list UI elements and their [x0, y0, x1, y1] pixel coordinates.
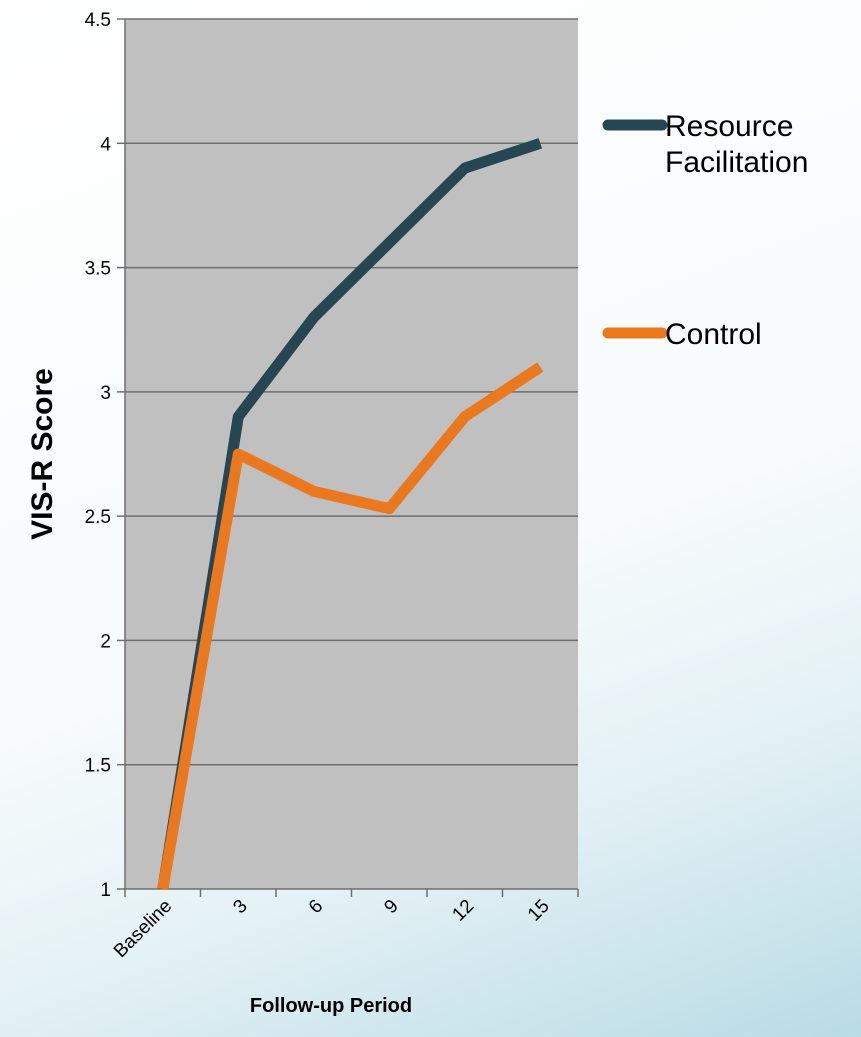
legend-label-0: Resource Facilitation	[665, 110, 808, 179]
x-axis-title: Follow-up Period	[250, 995, 412, 1017]
plot-area	[125, 19, 578, 889]
y-tick-labels: 1 1.5 2 2.5 3 3.5 4 4.5	[85, 10, 112, 901]
y-tick-label: 3	[100, 383, 111, 404]
legend: Resource Facilitation Control	[602, 110, 808, 351]
y-tick-label: 2	[100, 631, 111, 652]
axes	[117, 18, 579, 897]
series-lines	[157, 138, 544, 890]
x-tick-label: 12	[448, 896, 478, 926]
x-tick-label: 9	[380, 896, 402, 918]
y-tick-label: 4	[100, 134, 111, 155]
x-tick-label: 6	[305, 896, 327, 918]
y-tick-label: 4.5	[85, 10, 111, 31]
x-tick-labels: Baseline 3 6 9 12 15	[110, 896, 554, 962]
y-tick-label: 1.5	[85, 756, 111, 777]
y-tick-label: 1	[100, 880, 111, 901]
y-tick-label: 2.5	[85, 507, 111, 528]
series-line-1	[157, 362, 544, 890]
x-tick-label: Baseline	[110, 896, 176, 962]
y-axis-title: VIS-R Score	[26, 368, 59, 540]
y-tick-label: 3.5	[85, 259, 111, 280]
x-tick-label: 3	[229, 896, 251, 918]
legend-label-1: Control	[665, 318, 762, 351]
x-tick-label: 15	[524, 896, 554, 926]
